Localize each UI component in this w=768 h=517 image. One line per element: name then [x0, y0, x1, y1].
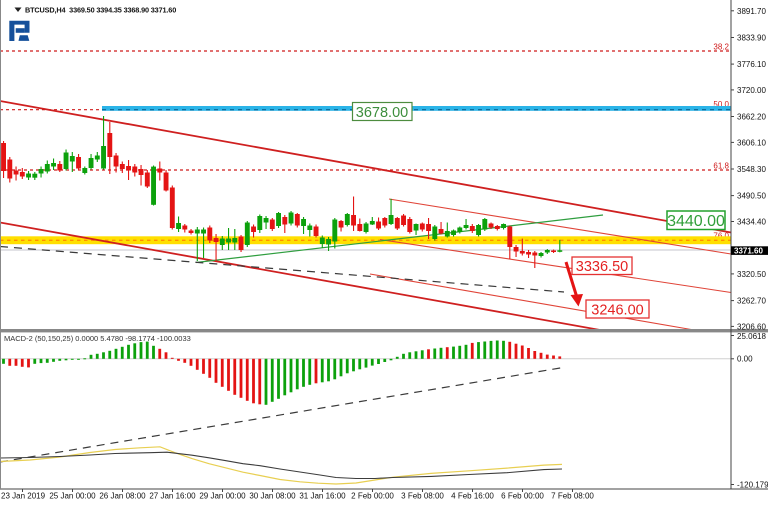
svg-text:3434.40: 3434.40: [737, 218, 766, 227]
svg-text:25 Jan 00:00: 25 Jan 00:00: [49, 492, 96, 501]
svg-text:4 Feb 16:00: 4 Feb 16:00: [451, 492, 494, 501]
svg-text:3320.50: 3320.50: [737, 270, 766, 279]
svg-text:6 Feb 00:00: 6 Feb 00:00: [501, 492, 544, 501]
svg-text:MACD-2 (50,150,25) 0.0000 5.47: MACD-2 (50,150,25) 0.0000 5.4780 -98.177…: [4, 334, 191, 343]
svg-text:7 Feb 08:00: 7 Feb 08:00: [551, 492, 594, 501]
svg-text:2 Feb 00:00: 2 Feb 00:00: [351, 492, 394, 501]
svg-text:3891.70: 3891.70: [737, 7, 766, 16]
svg-text:3678.00: 3678.00: [356, 105, 408, 121]
svg-text:25.0618: 25.0618: [737, 332, 766, 341]
svg-text:3371.60: 3371.60: [734, 246, 763, 255]
svg-text:38.2: 38.2: [713, 43, 729, 52]
svg-text:76.0: 76.0: [713, 232, 729, 241]
svg-text:3336.50: 3336.50: [576, 259, 628, 275]
svg-text:3720.00: 3720.00: [737, 86, 766, 95]
svg-text:3206.60: 3206.60: [737, 322, 766, 331]
svg-text:0.00: 0.00: [737, 354, 753, 363]
svg-text:3246.00: 3246.00: [591, 303, 643, 319]
svg-text:23 Jan 2019: 23 Jan 2019: [1, 492, 46, 501]
svg-text:3606.10: 3606.10: [737, 138, 766, 147]
svg-text:29 Jan 00:00: 29 Jan 00:00: [199, 492, 246, 501]
svg-text:3833.90: 3833.90: [737, 34, 766, 43]
svg-text:50.0: 50.0: [713, 100, 729, 109]
svg-text:3548.30: 3548.30: [737, 165, 766, 174]
svg-text:27 Jan 16:00: 27 Jan 16:00: [149, 492, 196, 501]
svg-text:BTCUSD,H4 3369.50 3394.35 336: BTCUSD,H4 3369.50 3394.35 3368.90 3371.6…: [25, 6, 176, 15]
svg-text:30 Jan 08:00: 30 Jan 08:00: [249, 492, 296, 501]
svg-text:61.8: 61.8: [713, 162, 729, 171]
svg-text:26 Jan 08:00: 26 Jan 08:00: [99, 492, 146, 501]
svg-text:3440.00: 3440.00: [667, 213, 725, 230]
svg-text:3662.20: 3662.20: [737, 113, 766, 122]
svg-text:-120.179: -120.179: [737, 481, 768, 490]
svg-text:3 Feb 08:00: 3 Feb 08:00: [401, 492, 444, 501]
svg-text:3776.10: 3776.10: [737, 60, 766, 69]
svg-text:3262.70: 3262.70: [737, 297, 766, 306]
svg-text:31 Jan 16:00: 31 Jan 16:00: [299, 492, 346, 501]
svg-text:3490.50: 3490.50: [737, 192, 766, 201]
